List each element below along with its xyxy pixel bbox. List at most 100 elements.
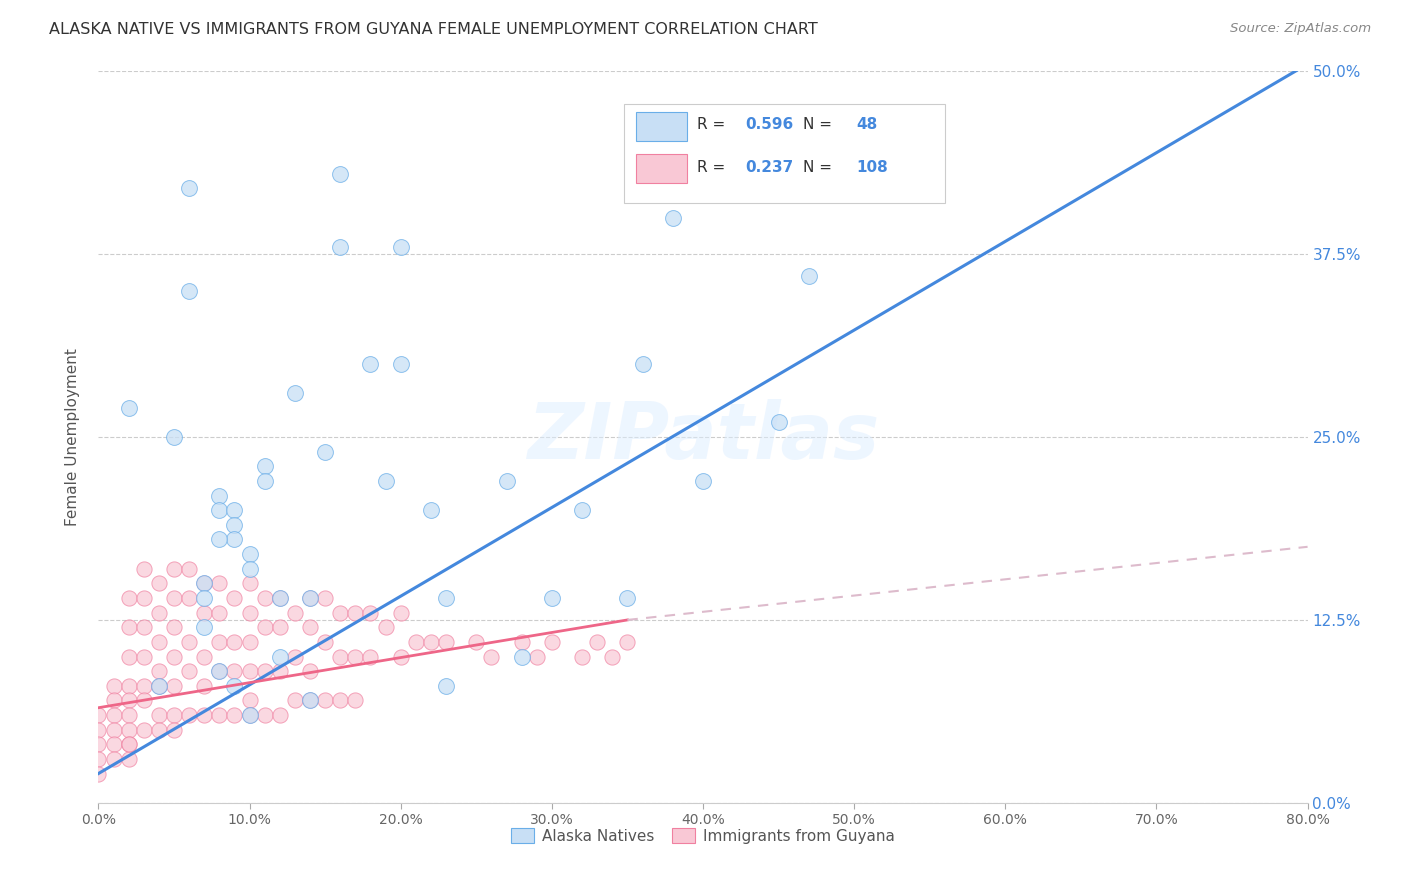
Point — [360, 649, 382, 664]
Point — [118, 649, 141, 664]
Point — [193, 606, 215, 620]
Point — [329, 606, 352, 620]
Point — [224, 503, 246, 517]
Point — [631, 357, 654, 371]
Point — [118, 620, 141, 634]
Point — [132, 620, 155, 634]
Point — [163, 679, 186, 693]
Point — [797, 269, 820, 284]
Point — [103, 693, 125, 707]
Point — [132, 649, 155, 664]
Point — [299, 591, 322, 605]
Point — [329, 649, 352, 664]
Point — [389, 606, 412, 620]
Point — [314, 635, 336, 649]
Point — [163, 591, 186, 605]
Point — [132, 591, 155, 605]
Text: Source: ZipAtlas.com: Source: ZipAtlas.com — [1230, 22, 1371, 36]
Point — [193, 591, 215, 605]
Text: ZIPatlas: ZIPatlas — [527, 399, 879, 475]
Point — [434, 679, 457, 693]
Point — [389, 649, 412, 664]
Point — [224, 635, 246, 649]
Text: N =: N = — [803, 117, 837, 132]
Point — [132, 693, 155, 707]
Point — [163, 562, 186, 576]
Point — [87, 737, 110, 751]
Point — [193, 576, 215, 591]
Point — [179, 591, 201, 605]
Point — [224, 664, 246, 678]
Point — [586, 635, 609, 649]
Point — [163, 430, 186, 444]
Point — [148, 606, 170, 620]
Point — [299, 693, 322, 707]
Point — [103, 752, 125, 766]
Point — [269, 591, 291, 605]
Point — [163, 649, 186, 664]
Point — [692, 474, 714, 488]
Point — [344, 649, 367, 664]
Point — [616, 591, 638, 605]
Point — [374, 620, 396, 634]
Text: R =: R = — [697, 117, 730, 132]
Point — [239, 708, 262, 723]
Text: 48: 48 — [856, 117, 877, 132]
FancyBboxPatch shape — [637, 112, 688, 141]
Legend: Alaska Natives, Immigrants from Guyana: Alaska Natives, Immigrants from Guyana — [505, 822, 901, 850]
Point — [465, 635, 488, 649]
Point — [253, 708, 276, 723]
Point — [148, 679, 170, 693]
Point — [239, 693, 262, 707]
Text: 0.596: 0.596 — [745, 117, 793, 132]
Point — [179, 664, 201, 678]
Point — [360, 606, 382, 620]
Point — [540, 591, 562, 605]
Point — [239, 606, 262, 620]
Point — [239, 664, 262, 678]
Point — [208, 635, 231, 649]
Point — [299, 620, 322, 634]
Point — [510, 649, 533, 664]
Point — [434, 591, 457, 605]
Point — [526, 649, 548, 664]
Point — [193, 679, 215, 693]
Point — [269, 591, 291, 605]
Point — [253, 474, 276, 488]
Point — [405, 635, 427, 649]
Point — [389, 240, 412, 254]
Point — [602, 649, 624, 664]
Point — [495, 474, 517, 488]
Point — [510, 635, 533, 649]
Point — [374, 474, 396, 488]
Y-axis label: Female Unemployment: Female Unemployment — [65, 348, 80, 526]
Point — [179, 181, 201, 195]
Point — [299, 664, 322, 678]
Point — [118, 737, 141, 751]
Point — [540, 635, 562, 649]
Point — [193, 620, 215, 634]
Point — [434, 635, 457, 649]
Point — [208, 503, 231, 517]
Point — [224, 533, 246, 547]
Point — [224, 517, 246, 532]
Point — [1236, 50, 1258, 64]
Point — [299, 591, 322, 605]
Point — [208, 576, 231, 591]
Point — [269, 620, 291, 634]
Point — [148, 635, 170, 649]
Point — [208, 489, 231, 503]
Text: 0.237: 0.237 — [745, 160, 793, 175]
Text: ALASKA NATIVE VS IMMIGRANTS FROM GUYANA FEMALE UNEMPLOYMENT CORRELATION CHART: ALASKA NATIVE VS IMMIGRANTS FROM GUYANA … — [49, 22, 818, 37]
Point — [163, 708, 186, 723]
Point — [239, 576, 262, 591]
Point — [208, 708, 231, 723]
Point — [148, 723, 170, 737]
Point — [118, 752, 141, 766]
Point — [87, 723, 110, 737]
Point — [132, 562, 155, 576]
Point — [132, 723, 155, 737]
Point — [118, 693, 141, 707]
Point — [103, 679, 125, 693]
Point — [163, 620, 186, 634]
